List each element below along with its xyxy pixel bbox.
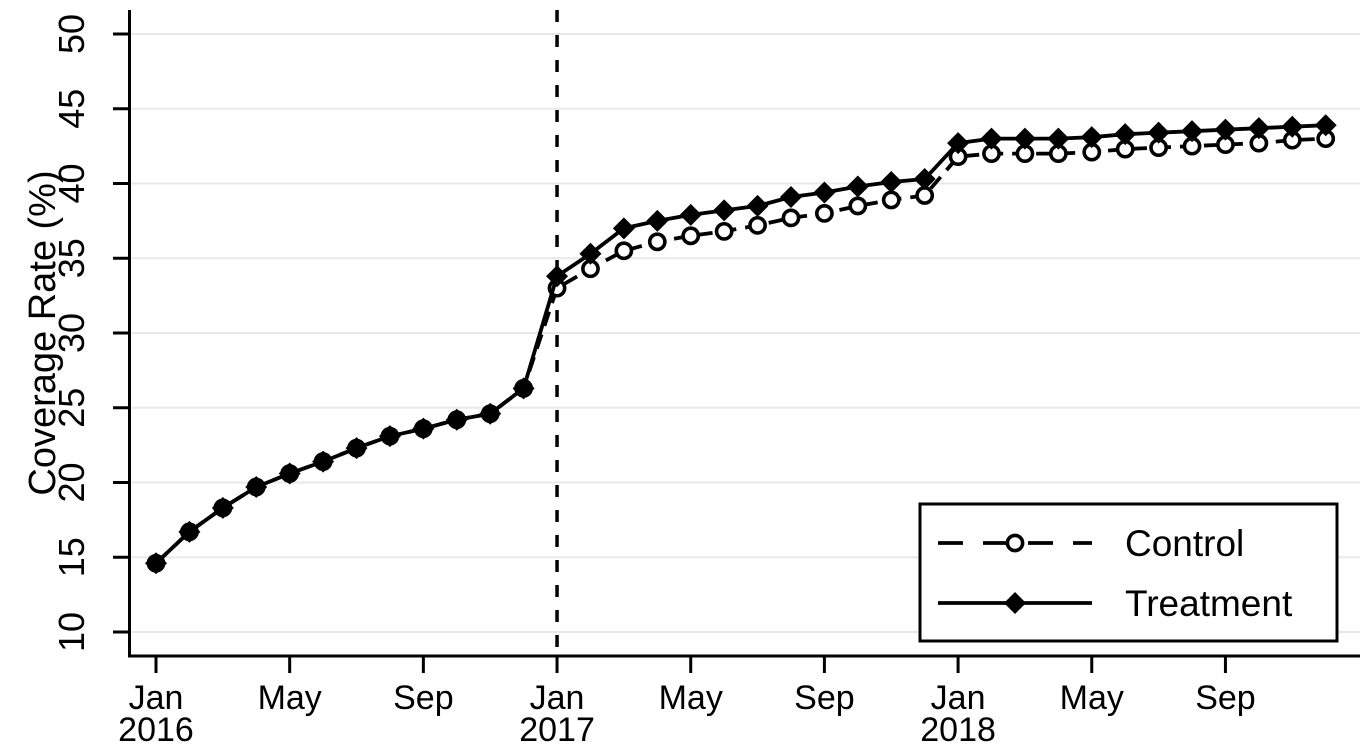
y-tick-label: 10	[51, 612, 92, 652]
x-tick-label-month: Sep	[794, 679, 855, 717]
marker-circle-control	[848, 196, 868, 216]
marker-diamond-treatment	[779, 185, 802, 208]
y-tick-label: 30	[51, 313, 92, 353]
marker-diamond-treatment	[679, 203, 702, 226]
marker-circle-control	[714, 221, 734, 241]
marker-diamond-treatment	[1013, 127, 1036, 150]
marker-diamond-treatment	[1281, 115, 1304, 138]
x-tick-label-month: May	[258, 679, 322, 717]
marker-circle-control	[748, 215, 767, 235]
marker-diamond-treatment	[746, 194, 769, 217]
x-tick-label-month: Jan	[931, 679, 986, 717]
marker-diamond-treatment	[278, 462, 301, 485]
y-tick-label: 25	[51, 388, 92, 428]
legend-marker-control	[1005, 533, 1025, 553]
marker-diamond-treatment	[646, 209, 669, 232]
marker-diamond-treatment	[913, 168, 936, 191]
marker-diamond-treatment	[1247, 117, 1270, 140]
marker-diamond-treatment	[345, 437, 368, 460]
marker-circle-control	[614, 241, 634, 261]
marker-diamond-treatment	[1147, 121, 1170, 144]
marker-diamond-treatment	[880, 171, 903, 194]
marker-circle-control	[647, 232, 667, 252]
x-tick-label-year: 2017	[519, 711, 595, 749]
marker-diamond-treatment	[145, 552, 167, 575]
y-tick-label: 50	[51, 14, 92, 54]
marker-diamond-treatment	[1114, 123, 1137, 146]
y-tick-label: 20	[51, 462, 92, 502]
marker-diamond-treatment	[245, 475, 268, 498]
marker-circle-control	[681, 226, 701, 246]
marker-diamond-treatment	[445, 408, 468, 431]
y-tick-label: 40	[51, 163, 92, 203]
marker-diamond-treatment	[211, 496, 234, 519]
series-line-control	[154, 136, 1326, 565]
legend-marker-treatment	[1004, 592, 1026, 614]
marker-diamond-treatment	[612, 217, 635, 240]
x-tick-label-month: Jan	[530, 679, 585, 717]
marker-diamond-treatment	[1080, 126, 1103, 149]
marker-diamond-treatment	[1314, 114, 1337, 137]
marker-diamond-treatment	[947, 132, 970, 155]
legend-label-treatment: Treatment	[1125, 583, 1293, 624]
marker-diamond-treatment	[980, 127, 1003, 150]
marker-diamond-treatment	[1047, 127, 1070, 150]
x-tick-label-month: May	[659, 679, 723, 717]
y-tick-label: 45	[51, 89, 92, 129]
y-axis-title: Coverage Rate (%)	[22, 170, 64, 495]
marker-circle-control	[915, 186, 935, 205]
legend-label-control: Control	[1125, 523, 1244, 564]
x-tick-label-month: Sep	[393, 679, 454, 717]
marker-diamond-treatment	[713, 199, 736, 222]
marker-diamond-treatment	[813, 181, 836, 204]
y-tick-label: 35	[51, 238, 92, 278]
marker-circle-control	[781, 208, 801, 228]
legend-box	[918, 502, 1339, 643]
legend: Control Treatment	[918, 502, 1339, 643]
marker-circle-control	[881, 190, 901, 210]
marker-diamond-treatment	[1214, 118, 1237, 141]
x-tick-label-year: 2016	[118, 711, 194, 749]
marker-diamond-treatment	[1181, 120, 1204, 143]
x-tick-label-month: Sep	[1195, 679, 1256, 717]
x-tick-label-month: Jan	[129, 679, 184, 717]
marker-diamond-treatment	[512, 377, 535, 400]
marker-diamond-treatment	[378, 425, 401, 448]
x-tick-label-year: 2018	[920, 711, 996, 749]
marker-diamond-treatment	[546, 265, 569, 288]
marker-diamond-treatment	[178, 520, 201, 543]
marker-diamond-treatment	[846, 175, 869, 198]
marker-diamond-treatment	[312, 450, 335, 473]
x-tick-label-month: May	[1060, 679, 1124, 717]
marker-diamond-treatment	[479, 402, 502, 425]
marker-diamond-treatment	[579, 242, 602, 265]
series-line-treatment	[154, 123, 1326, 565]
marker-circle-control	[815, 203, 834, 223]
marker-diamond-treatment	[412, 417, 435, 440]
y-tick-label: 15	[51, 537, 92, 577]
